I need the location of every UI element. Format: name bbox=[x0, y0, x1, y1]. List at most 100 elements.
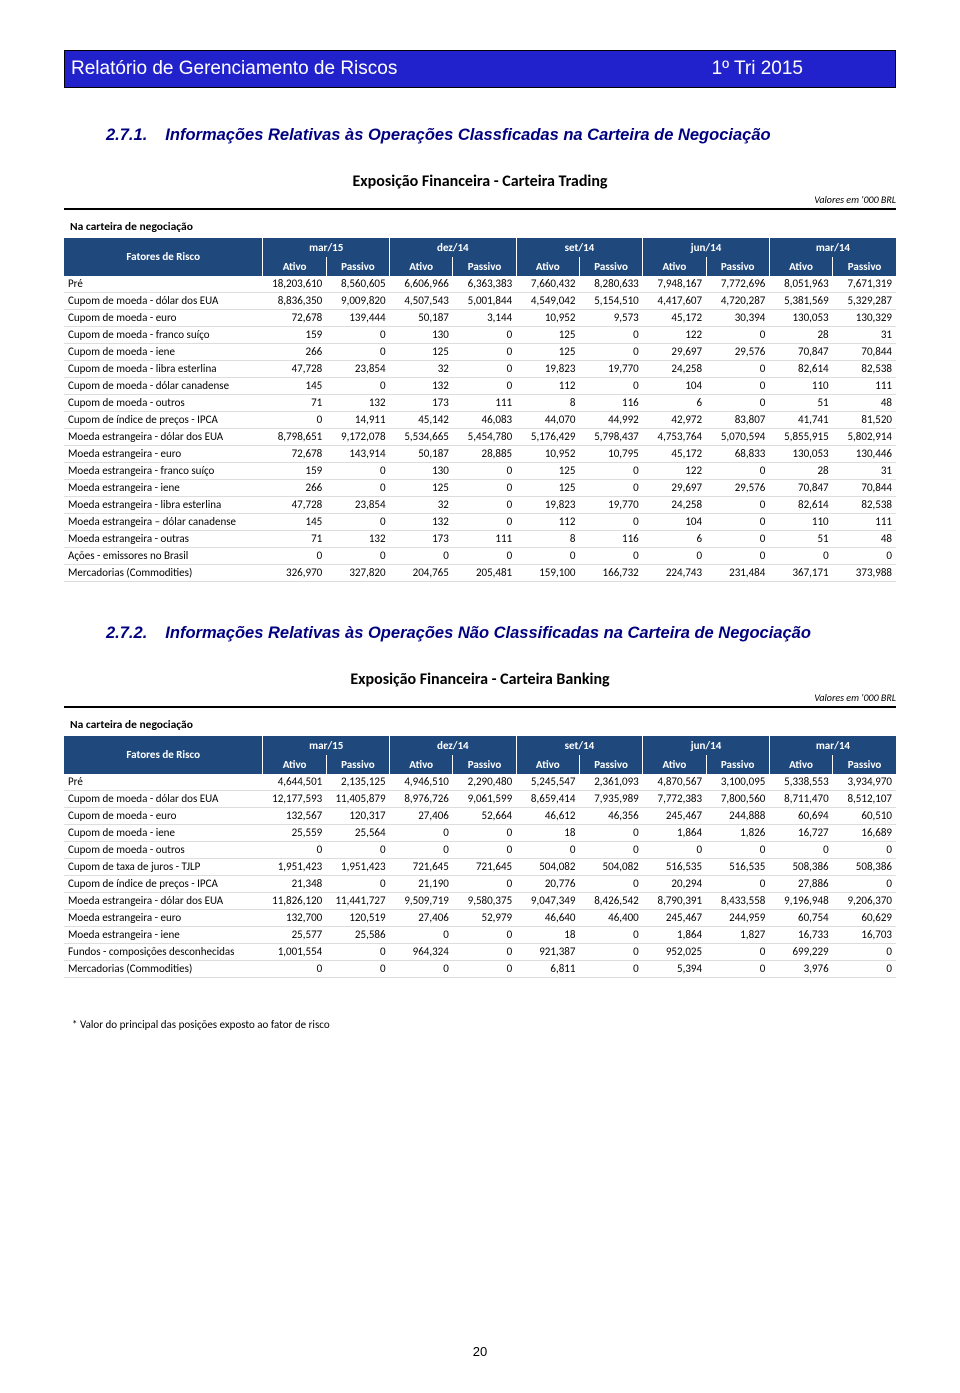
th-sub: Passivo bbox=[706, 257, 769, 276]
cell: 516,535 bbox=[706, 858, 769, 875]
cell: 112 bbox=[516, 377, 579, 394]
cell: 41,741 bbox=[769, 411, 832, 428]
th-sub: Passivo bbox=[453, 755, 516, 774]
footnote: * Valor do principal das posições expost… bbox=[72, 1018, 896, 1031]
cell: 29,697 bbox=[643, 479, 706, 496]
cell: 3,100,095 bbox=[706, 774, 769, 791]
cell: 0 bbox=[453, 343, 516, 360]
cell: 29,576 bbox=[706, 479, 769, 496]
cell: 0 bbox=[579, 841, 642, 858]
cell: 231,484 bbox=[706, 564, 769, 581]
row-label: Moeda estrangeira - franco suíço bbox=[64, 462, 263, 479]
cell: 70,844 bbox=[833, 479, 896, 496]
cell: 173 bbox=[390, 530, 453, 547]
cell: 166,732 bbox=[579, 564, 642, 581]
cell: 16,727 bbox=[769, 824, 832, 841]
cell: 4,417,607 bbox=[643, 292, 706, 309]
cell: 0 bbox=[706, 841, 769, 858]
table-row: Moeda estrangeira - iene26601250125029,6… bbox=[64, 479, 896, 496]
row-label: Mercadorias (Commodities) bbox=[64, 564, 263, 581]
cell: 8,280,633 bbox=[579, 276, 642, 293]
table-row: Cupom de moeda - outros0000000000 bbox=[64, 841, 896, 858]
cell: 0 bbox=[453, 875, 516, 892]
table-pre: Na carteira de negociação bbox=[70, 718, 896, 732]
cell: 921,387 bbox=[516, 943, 579, 960]
cell: 0 bbox=[579, 377, 642, 394]
cell: 5,855,915 bbox=[769, 428, 832, 445]
cell: 139,444 bbox=[326, 309, 389, 326]
cell: 0 bbox=[263, 841, 326, 858]
th-fatores: Fatores de Risco bbox=[64, 238, 263, 276]
table-pre: Na carteira de negociação bbox=[70, 220, 896, 234]
cell: 19,823 bbox=[516, 496, 579, 513]
cell: 16,703 bbox=[833, 926, 896, 943]
cell: 0 bbox=[706, 394, 769, 411]
cell: 159,100 bbox=[516, 564, 579, 581]
cell: 367,171 bbox=[769, 564, 832, 581]
row-label: Cupom de moeda - franco suíço bbox=[64, 326, 263, 343]
cell: 0 bbox=[516, 547, 579, 564]
cell: 0 bbox=[516, 841, 579, 858]
table-title: Exposição Financeira - Carteira Banking bbox=[64, 670, 896, 689]
cell: 25,586 bbox=[326, 926, 389, 943]
cell: 71 bbox=[263, 530, 326, 547]
cell: 27,406 bbox=[390, 909, 453, 926]
cell: 0 bbox=[453, 841, 516, 858]
th-sub: Ativo bbox=[516, 257, 579, 276]
table-row: Cupom de índice de preços - IPCA21,34802… bbox=[64, 875, 896, 892]
cell: 116 bbox=[579, 394, 642, 411]
cell: 25,564 bbox=[326, 824, 389, 841]
cell: 9,580,375 bbox=[453, 892, 516, 909]
cell: 8 bbox=[516, 530, 579, 547]
cell: 7,772,696 bbox=[706, 276, 769, 293]
table-row: Cupom de índice de preços - IPCA014,9114… bbox=[64, 411, 896, 428]
cell: 9,009,820 bbox=[326, 292, 389, 309]
cell: 205,481 bbox=[453, 564, 516, 581]
cell: 7,948,167 bbox=[643, 276, 706, 293]
th-sub: Passivo bbox=[706, 755, 769, 774]
cell: 0 bbox=[769, 547, 832, 564]
cell: 132,700 bbox=[263, 909, 326, 926]
cell: 125 bbox=[390, 479, 453, 496]
section-heading-271: 2.7.1.Informações Relativas às Operações… bbox=[106, 124, 896, 148]
cell: 81,520 bbox=[833, 411, 896, 428]
cell: 0 bbox=[453, 960, 516, 977]
table-row: Moeda estrangeira - outras71132173111811… bbox=[64, 530, 896, 547]
table-row: Cupom de moeda - euro132,567120,31727,40… bbox=[64, 807, 896, 824]
row-label: Moeda estrangeira - libra esterlina bbox=[64, 496, 263, 513]
cell: 952,025 bbox=[643, 943, 706, 960]
cell: 244,959 bbox=[706, 909, 769, 926]
cell: 70,847 bbox=[769, 343, 832, 360]
th-fatores: Fatores de Risco bbox=[64, 736, 263, 774]
cell: 116 bbox=[579, 530, 642, 547]
cell: 111 bbox=[453, 530, 516, 547]
cell: 0 bbox=[579, 926, 642, 943]
section-text: Informações Relativas às Operações Class… bbox=[165, 126, 770, 144]
cell: 10,795 bbox=[579, 445, 642, 462]
th-sub: Passivo bbox=[326, 755, 389, 774]
cell: 145 bbox=[263, 377, 326, 394]
th-sub: Ativo bbox=[769, 755, 832, 774]
cell: 72,678 bbox=[263, 445, 326, 462]
cell: 125 bbox=[390, 343, 453, 360]
cell: 5,001,844 bbox=[453, 292, 516, 309]
cell: 0 bbox=[706, 360, 769, 377]
cell: 70,844 bbox=[833, 343, 896, 360]
cell: 508,386 bbox=[833, 858, 896, 875]
cell: 0 bbox=[326, 479, 389, 496]
cell: 721,645 bbox=[453, 858, 516, 875]
cell: 4,870,567 bbox=[643, 774, 706, 791]
th-period: set/14 bbox=[516, 238, 643, 257]
cell: 31 bbox=[833, 462, 896, 479]
cell: 60,694 bbox=[769, 807, 832, 824]
th-sub: Ativo bbox=[390, 755, 453, 774]
cell: 44,070 bbox=[516, 411, 579, 428]
cell: 0 bbox=[706, 875, 769, 892]
cell: 0 bbox=[453, 360, 516, 377]
cell: 0 bbox=[390, 547, 453, 564]
cell: 18,203,610 bbox=[263, 276, 326, 293]
table-row: Moeda estrangeira - iene25,57725,5860018… bbox=[64, 926, 896, 943]
cell: 8,560,605 bbox=[326, 276, 389, 293]
th-period: mar/14 bbox=[769, 238, 896, 257]
cell: 70,847 bbox=[769, 479, 832, 496]
